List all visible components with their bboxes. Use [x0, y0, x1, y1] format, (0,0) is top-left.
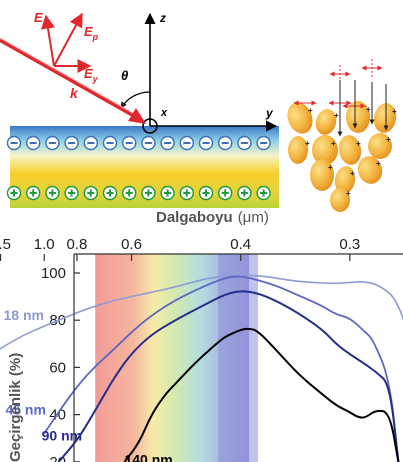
nanoparticle-cluster: + + + + + + + + + + + +	[287, 59, 397, 212]
svg-text:+: +	[366, 105, 371, 114]
svg-text:+: +	[346, 189, 351, 198]
transmittance-chart: Dalgaboyu(μm) 1.5 1.0 0.8 0.6 0.4 0.3 2040608…	[0, 209, 403, 462]
nanoparticle	[373, 103, 397, 133]
nanoparticle	[315, 109, 337, 135]
nanoparticle	[310, 159, 334, 191]
series-label: 18 nm	[4, 307, 44, 323]
series-lines	[0, 274, 403, 462]
svg-text:+: +	[386, 135, 391, 144]
top-axis-ticks: 1.5 1.0 0.8 0.6 0.4 0.3	[0, 236, 360, 261]
svg-text:+: +	[376, 159, 381, 168]
beam-arrowhead	[128, 108, 146, 124]
nanoparticle	[287, 102, 313, 134]
theta-label: θ	[121, 68, 128, 83]
nanoparticle	[338, 135, 362, 165]
theta-arc	[120, 91, 151, 109]
series-label: 90 nm	[42, 428, 82, 444]
series-label: 45 nm	[5, 402, 45, 418]
series-line-140-nm	[123, 327, 400, 462]
nanoparticle	[346, 101, 370, 133]
top-axis-tick-label: 0.8	[67, 236, 88, 253]
series-labels: 18 nm 45 nm 90 nm 140 nm	[4, 307, 173, 462]
minus-charges-row	[6, 135, 271, 151]
series-line-90-nm	[57, 290, 400, 462]
svg-text:+: +	[334, 111, 339, 120]
svg-text:+: +	[350, 169, 355, 178]
y-axis-tick-label: 20	[49, 454, 66, 462]
y-axis-tick-label: 100	[41, 265, 66, 282]
svg-text:+: +	[331, 139, 336, 148]
top-axis-tick-label: 1.5	[0, 236, 11, 253]
top-axis-title: Dalgaboyu (μm)	[156, 209, 269, 226]
series-line-18-nm	[0, 274, 403, 350]
ez-label: Ez	[34, 10, 48, 28]
k-label: k	[70, 85, 79, 101]
plus-charges-row	[6, 185, 271, 201]
y-axis-ticks: 20406080100	[41, 265, 80, 462]
nanoparticle	[334, 166, 356, 194]
y-axis-title: Geçirgenlik (%)	[7, 353, 24, 462]
svg-text:+: +	[305, 139, 310, 148]
nanoparticle	[312, 135, 338, 165]
series-line-45-nm	[43, 275, 400, 462]
illustration: z y x θ k Ez Ep Ey + + + + + + + + + + + +	[0, 10, 397, 212]
top-axis-tick-label: 0.4	[230, 236, 251, 253]
y-axis-tick-label: 60	[49, 359, 66, 376]
nanoparticle	[368, 133, 392, 159]
series-label: 140 nm	[124, 452, 172, 462]
nanoparticle	[330, 188, 350, 212]
y-axis-label: y	[265, 106, 274, 120]
ep-label: Ep	[84, 24, 99, 42]
svg-text:+: +	[356, 139, 361, 148]
svg-text:+: +	[308, 106, 313, 115]
svg-text:+: +	[392, 107, 397, 116]
top-axis-tick-label: 0.6	[121, 236, 142, 253]
x-axis-label: x	[160, 107, 168, 119]
top-axis-tick-label: 1.0	[34, 236, 55, 253]
highlight-band	[217, 254, 258, 462]
x-axis-symbol	[142, 118, 158, 134]
svg-text:+: +	[328, 163, 333, 172]
nanoparticle	[288, 136, 308, 164]
ez-vector	[41, 14, 55, 67]
beam-shaft	[0, 38, 139, 120]
ep-vector	[53, 12, 83, 67]
nanoparticle	[357, 156, 383, 184]
z-axis-label: z	[159, 11, 166, 25]
top-axis-tick-label: 0.3	[339, 236, 360, 253]
ey-label: Ey	[84, 66, 99, 84]
